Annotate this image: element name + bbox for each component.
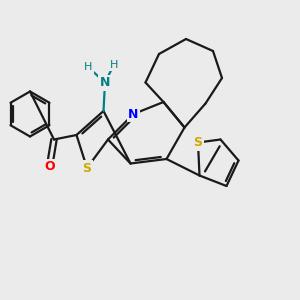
Text: O: O bbox=[44, 160, 55, 173]
Text: S: S bbox=[194, 136, 202, 149]
Text: H: H bbox=[110, 59, 118, 70]
Text: N: N bbox=[128, 107, 139, 121]
Text: H: H bbox=[84, 62, 93, 73]
Text: N: N bbox=[100, 76, 110, 89]
Text: S: S bbox=[82, 161, 91, 175]
